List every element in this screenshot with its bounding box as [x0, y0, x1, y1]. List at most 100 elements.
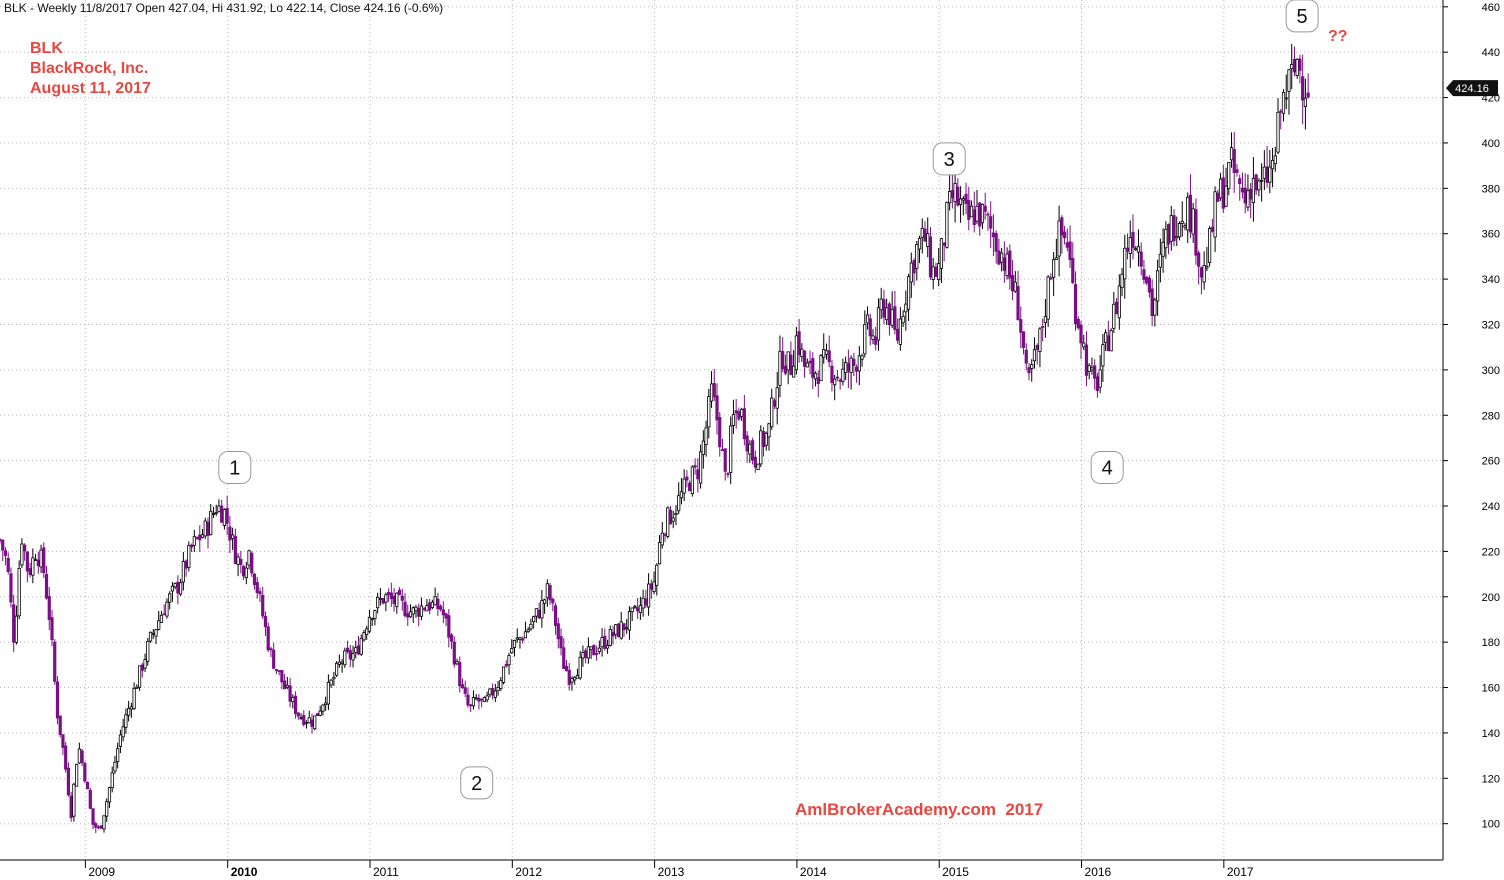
- candle-body: [17, 568, 21, 617]
- y-tick-label: 260: [1482, 456, 1500, 468]
- candle-body: [1049, 277, 1053, 280]
- candle-body: [622, 623, 626, 631]
- candle-body: [335, 662, 339, 676]
- candle-body: [756, 463, 760, 471]
- candle-body: [1246, 190, 1250, 208]
- candle-body: [1041, 326, 1045, 328]
- candle-body: [1013, 281, 1017, 292]
- candle-body: [1175, 235, 1179, 239]
- candle-body: [597, 647, 601, 652]
- candle-body: [1210, 226, 1214, 232]
- candle-body: [310, 719, 314, 727]
- candle-body: [690, 466, 694, 495]
- candle-body: [217, 505, 221, 512]
- candle-body: [792, 365, 796, 378]
- candle-body: [679, 491, 684, 499]
- candle-body: [584, 650, 588, 658]
- y-tick-label: 380: [1482, 183, 1500, 195]
- candle-body: [693, 465, 697, 468]
- candle-body: [127, 708, 131, 716]
- candle-body: [575, 675, 580, 679]
- candle-body: [1227, 161, 1231, 190]
- wave-label-text: 2: [471, 773, 482, 795]
- candle-body: [1030, 364, 1034, 369]
- candle-body: [1120, 273, 1124, 289]
- candle-body: [967, 200, 971, 220]
- candle-body: [767, 423, 771, 438]
- candle-body: [1202, 265, 1206, 283]
- candle-body: [6, 557, 10, 573]
- candle-body: [378, 597, 382, 600]
- candle-body: [1287, 69, 1291, 92]
- candle-body: [1010, 274, 1015, 292]
- candlestick-series: [0, 43, 1310, 834]
- candle-body: [397, 589, 402, 596]
- candle-body: [961, 198, 965, 201]
- question-annotation: ??: [1328, 28, 1348, 45]
- candle-body: [614, 624, 618, 635]
- candle-body: [406, 613, 410, 618]
- candle-body: [1101, 344, 1105, 367]
- candle-body: [343, 650, 347, 666]
- candle-body: [20, 543, 24, 566]
- candle-body: [887, 303, 892, 326]
- candle-body: [121, 726, 125, 738]
- candle-body: [1213, 191, 1217, 238]
- candle-body: [638, 605, 642, 613]
- candle-body: [646, 583, 651, 608]
- candle-body: [1090, 367, 1094, 371]
- candle-body: [515, 637, 519, 640]
- candle-body: [14, 615, 19, 643]
- candle-body: [737, 411, 741, 420]
- candle-body: [707, 396, 711, 428]
- candle-body: [1216, 192, 1220, 202]
- candle-body: [12, 604, 16, 643]
- candle-body: [556, 623, 560, 640]
- candle-body: [233, 535, 237, 564]
- candle-body: [324, 702, 328, 706]
- wave-label: 4: [1090, 450, 1124, 484]
- candle-body: [969, 205, 974, 218]
- candle-body: [1273, 155, 1277, 165]
- y-tick-label: 280: [1482, 410, 1500, 422]
- candle-body: [504, 664, 508, 667]
- candle-body: [912, 260, 916, 274]
- candle-body: [1208, 228, 1212, 263]
- candle-body: [449, 634, 454, 642]
- candle-body: [53, 641, 57, 682]
- watermark: AmlBrokerAcademy.com 2017: [795, 800, 1044, 819]
- candle-body: [23, 544, 27, 552]
- candle-body: [1158, 253, 1162, 268]
- candle-body: [250, 552, 254, 574]
- candle-body: [318, 710, 322, 716]
- candle-body: [980, 203, 985, 224]
- candle-body: [548, 585, 552, 601]
- ticker-symbol: BLK: [30, 40, 63, 57]
- candle-body: [890, 309, 894, 326]
- candle-body: [1270, 160, 1275, 170]
- candle-body: [96, 826, 101, 829]
- candle-body: [822, 349, 826, 358]
- candle-body: [359, 637, 363, 655]
- candle-body: [94, 823, 98, 828]
- candle-body: [685, 476, 689, 481]
- candle-body: [926, 233, 930, 247]
- candle-body: [863, 323, 867, 355]
- candle-body: [381, 598, 385, 604]
- candle-body: [616, 623, 621, 638]
- candle-body: [824, 350, 829, 355]
- candle-body: [802, 350, 807, 367]
- candle-body: [526, 629, 530, 632]
- candle-body: [263, 616, 268, 628]
- candle-body: [0, 539, 2, 542]
- candle-body: [1005, 253, 1009, 276]
- candle-body: [885, 307, 889, 321]
- candle-body: [625, 627, 629, 630]
- candle-body: [674, 512, 678, 516]
- candle-body: [1112, 303, 1116, 329]
- candle-body: [1257, 180, 1261, 191]
- candle-body: [778, 350, 782, 386]
- candle-body: [261, 594, 265, 617]
- y-tick-label: 400: [1482, 138, 1500, 150]
- candle-body: [666, 507, 670, 537]
